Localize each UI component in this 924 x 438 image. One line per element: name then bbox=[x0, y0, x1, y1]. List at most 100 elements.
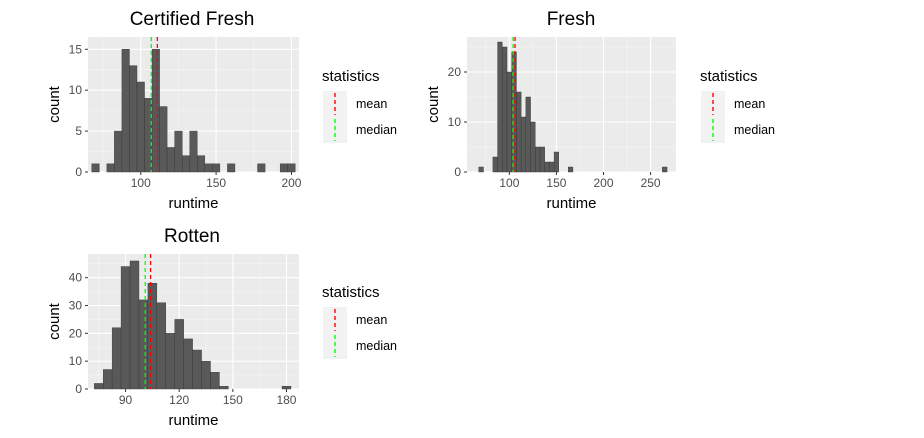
histogram-bar bbox=[544, 161, 550, 173]
histogram-bar bbox=[197, 155, 206, 173]
y-tick-label: 40 bbox=[69, 271, 83, 285]
y-axis-title: count bbox=[46, 302, 63, 340]
y-tick-label: 10 bbox=[69, 83, 83, 97]
x-tick-label: 250 bbox=[641, 176, 661, 190]
y-tick-label: 10 bbox=[448, 115, 462, 129]
x-axis-title: runtime bbox=[546, 195, 596, 212]
histogram-bar bbox=[210, 372, 220, 390]
x-tick-label: 200 bbox=[281, 176, 301, 190]
chart-title: Rotten bbox=[164, 226, 220, 247]
legend-title: statistics bbox=[322, 284, 380, 301]
histogram-bar bbox=[201, 360, 211, 390]
histogram-bar bbox=[114, 130, 123, 173]
histogram-bar bbox=[189, 130, 198, 173]
chart-title: Certified Fresh bbox=[130, 9, 255, 30]
histogram-bar bbox=[111, 327, 122, 390]
legend: statistics mean median bbox=[322, 68, 397, 143]
y-tick-label: 30 bbox=[69, 298, 83, 312]
legend-title: statistics bbox=[700, 68, 758, 85]
y-tick-label: 0 bbox=[454, 165, 461, 179]
legend-label-median: median bbox=[734, 123, 775, 137]
y-tick-label: 20 bbox=[69, 326, 83, 340]
y-axis-title: count bbox=[425, 85, 442, 123]
x-axis-title: runtime bbox=[168, 195, 218, 212]
histogram-bar bbox=[287, 163, 296, 173]
y-tick-label: 0 bbox=[75, 165, 82, 179]
legend: statistics mean median bbox=[322, 284, 397, 359]
chart-fresh: Fresh 100 150 200 250 0 10 20 runtime count statis… bbox=[425, 9, 775, 212]
x-tick-label: 180 bbox=[276, 393, 296, 407]
x-tick-label: 150 bbox=[546, 176, 566, 190]
histogram-bar bbox=[568, 166, 574, 173]
x-tick-label: 120 bbox=[169, 393, 189, 407]
histogram-bar bbox=[94, 383, 104, 390]
histogram-bar bbox=[106, 163, 115, 173]
histogram-bar bbox=[492, 156, 498, 173]
histogram-bar bbox=[151, 49, 160, 173]
histogram-bar bbox=[102, 369, 113, 390]
x-axis-title: runtime bbox=[168, 412, 218, 429]
histogram-bar bbox=[91, 163, 100, 173]
histogram-bar bbox=[174, 130, 183, 173]
histogram-bar bbox=[129, 65, 138, 173]
x-tick-label: 90 bbox=[119, 393, 133, 407]
x-tick-label: 100 bbox=[499, 176, 519, 190]
legend-label-mean: mean bbox=[734, 97, 765, 111]
histogram-bar bbox=[159, 106, 168, 173]
histogram-bar bbox=[192, 349, 202, 390]
histogram-bar bbox=[212, 163, 221, 173]
y-tick-label: 15 bbox=[69, 42, 83, 56]
histogram-bar bbox=[511, 51, 517, 173]
histogram-bar bbox=[138, 299, 149, 390]
histogram-bar bbox=[174, 319, 184, 390]
histogram-bar bbox=[121, 49, 130, 173]
legend-label-mean: mean bbox=[356, 97, 387, 111]
histogram-bar bbox=[183, 338, 193, 390]
chart-certified-fresh: Certified Fresh 100 150 200 0 5 10 15 runtime cou… bbox=[46, 9, 397, 212]
chart-title: Fresh bbox=[547, 9, 596, 30]
histogram-bar bbox=[502, 46, 508, 173]
x-tick-label: 150 bbox=[223, 393, 243, 407]
histogram-bar bbox=[539, 146, 545, 173]
histogram-bar bbox=[279, 163, 288, 173]
histogram-bar bbox=[549, 161, 555, 173]
histogram-bar bbox=[166, 147, 175, 173]
histogram-bar bbox=[520, 116, 527, 173]
histogram-bar bbox=[662, 166, 668, 173]
histogram-bar bbox=[181, 155, 190, 173]
legend-title: statistics bbox=[322, 68, 380, 85]
histogram-bar bbox=[227, 163, 236, 173]
legend: statistics mean median bbox=[700, 68, 775, 143]
histogram-bar bbox=[478, 166, 484, 173]
histogram-bar bbox=[165, 333, 175, 390]
histogram-bar bbox=[497, 41, 503, 173]
y-axis-title: count bbox=[46, 85, 63, 123]
histogram-bar bbox=[136, 81, 145, 173]
y-tick-label: 5 bbox=[75, 124, 82, 138]
histogram-bar bbox=[525, 96, 531, 173]
x-tick-label: 100 bbox=[131, 176, 151, 190]
histogram-bar bbox=[535, 146, 541, 173]
histogram-bar bbox=[553, 151, 559, 173]
histogram-bar bbox=[156, 302, 166, 390]
histogram-bar bbox=[516, 91, 522, 173]
y-tick-label: 20 bbox=[448, 65, 462, 79]
histogram-bar bbox=[219, 386, 229, 390]
legend-label-mean: mean bbox=[356, 313, 387, 327]
y-tick-label: 10 bbox=[69, 354, 83, 368]
y-tick-label: 0 bbox=[75, 382, 82, 396]
x-tick-label: 200 bbox=[593, 176, 613, 190]
histogram-bar bbox=[506, 71, 512, 173]
histogram-bar bbox=[257, 163, 266, 173]
x-tick-label: 150 bbox=[206, 176, 226, 190]
legend-label-median: median bbox=[356, 339, 397, 353]
histogram-bar bbox=[204, 163, 213, 173]
legend-label-median: median bbox=[356, 123, 397, 137]
histogram-bar bbox=[129, 260, 140, 390]
histogram-bar bbox=[530, 121, 536, 173]
histogram-bar bbox=[281, 386, 292, 390]
histogram-bar bbox=[120, 266, 131, 390]
chart-rotten: Rotten 90 120 150 180 0 10 20 30 40 runtime count st… bbox=[46, 226, 397, 429]
histogram-bar bbox=[147, 283, 158, 390]
